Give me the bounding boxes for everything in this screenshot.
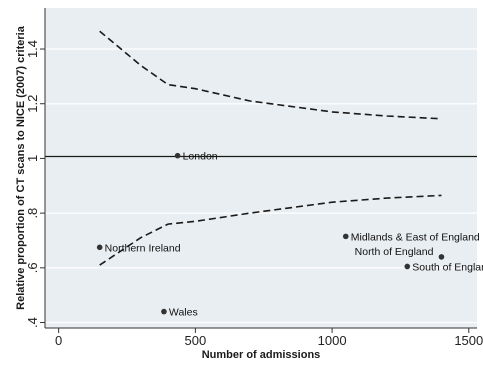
data-points: London Northern Ireland Wales Midlands & Ea… bbox=[96, 151, 483, 319]
upper-control-limit bbox=[99, 30, 442, 120]
x-tick-label: 1000 bbox=[318, 333, 347, 348]
data-point-label: Midlands & East of England bbox=[351, 231, 480, 243]
axis-ticks: .4 .6 .8 1 1.2 1.4 0 500 1000 1500 bbox=[25, 40, 483, 348]
data-point bbox=[174, 152, 181, 159]
y-tick-label: .6 bbox=[25, 262, 40, 273]
x-axis-title: Number of admissions bbox=[202, 349, 321, 361]
x-tick-label: 500 bbox=[185, 333, 207, 348]
y-axis-title: Relative proportion of CT scans to NICE … bbox=[15, 25, 27, 310]
lower-control-limit bbox=[99, 194, 442, 266]
data-point bbox=[438, 254, 445, 260]
data-point-label: South of England bbox=[412, 261, 483, 273]
y-tick-label: 1.4 bbox=[25, 40, 40, 58]
data-point bbox=[342, 233, 349, 240]
x-tick-label: 0 bbox=[55, 333, 62, 348]
data-point-label: London bbox=[183, 151, 218, 163]
data-point-label: Northern Ireland bbox=[105, 242, 181, 254]
y-tick-label: .4 bbox=[25, 317, 40, 328]
y-tick-label: 1 bbox=[25, 155, 40, 162]
y-tick-label: .8 bbox=[25, 208, 40, 219]
y-tick-label: 1.2 bbox=[25, 95, 40, 113]
x-tick-label: 1500 bbox=[454, 333, 483, 348]
data-point-label: Wales bbox=[169, 307, 198, 319]
data-point bbox=[404, 263, 411, 270]
axes bbox=[44, 8, 477, 329]
data-point bbox=[161, 308, 167, 315]
data-point-label: North of England bbox=[355, 246, 434, 258]
data-point bbox=[96, 244, 103, 251]
plot-area-background bbox=[45, 8, 477, 328]
